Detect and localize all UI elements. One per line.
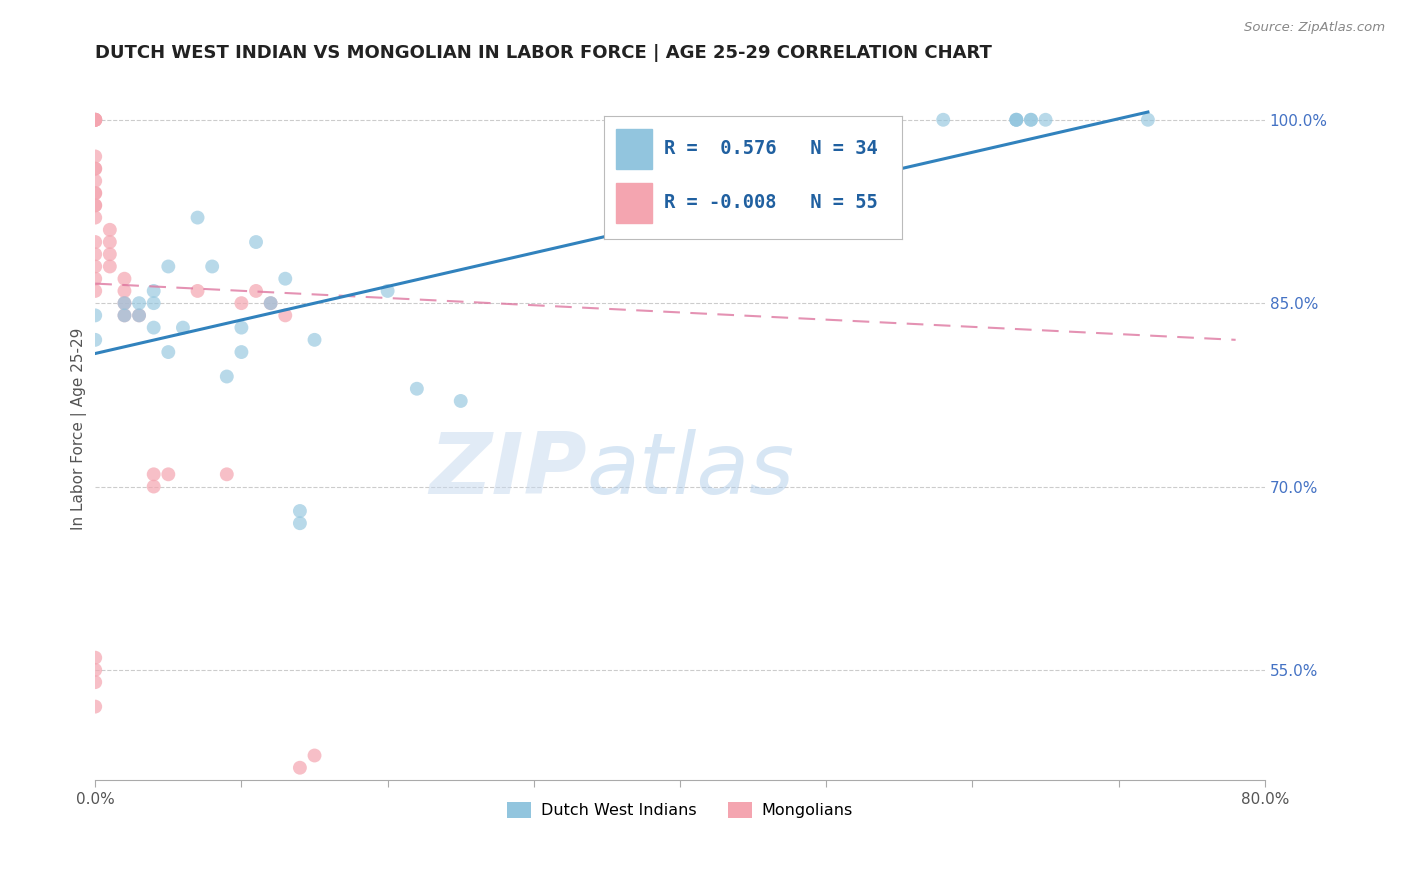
Point	[201, 260, 224, 274]
Point	[84, 284, 107, 298]
Point	[114, 296, 136, 310]
Point	[187, 211, 209, 225]
Point	[215, 369, 238, 384]
Point	[114, 309, 136, 323]
Text: Source: ZipAtlas.com: Source: ZipAtlas.com	[1244, 21, 1385, 34]
Point	[84, 149, 107, 163]
Point	[98, 260, 121, 274]
Point	[84, 186, 107, 201]
Point	[98, 223, 121, 237]
Point	[84, 271, 107, 285]
Point	[157, 467, 180, 482]
Point	[84, 174, 107, 188]
Point	[1136, 112, 1159, 127]
Point	[84, 309, 107, 323]
Point	[84, 211, 107, 225]
Text: atlas: atlas	[586, 429, 794, 512]
Point	[405, 382, 427, 396]
Point	[215, 467, 238, 482]
Point	[84, 650, 107, 665]
Point	[84, 161, 107, 176]
Point	[142, 320, 165, 334]
Point	[114, 296, 136, 310]
Point	[84, 112, 107, 127]
Point	[84, 235, 107, 249]
Point	[1019, 112, 1042, 127]
Point	[450, 394, 472, 409]
Point	[98, 235, 121, 249]
Point	[377, 284, 399, 298]
Point	[84, 112, 107, 127]
Point	[84, 186, 107, 201]
Point	[187, 284, 209, 298]
Point	[1019, 112, 1042, 127]
Point	[932, 112, 955, 127]
Point	[128, 296, 150, 310]
Point	[231, 296, 253, 310]
Point	[114, 309, 136, 323]
Point	[84, 198, 107, 212]
Point	[304, 333, 326, 347]
Point	[288, 516, 311, 531]
Point	[172, 320, 194, 334]
Point	[1005, 112, 1028, 127]
Point	[260, 296, 283, 310]
Point	[1005, 112, 1028, 127]
Point	[142, 467, 165, 482]
Point	[142, 284, 165, 298]
Point	[84, 260, 107, 274]
Point	[1005, 112, 1028, 127]
Point	[84, 112, 107, 127]
Point	[84, 112, 107, 127]
Text: DUTCH WEST INDIAN VS MONGOLIAN IN LABOR FORCE | AGE 25-29 CORRELATION CHART: DUTCH WEST INDIAN VS MONGOLIAN IN LABOR …	[96, 44, 993, 62]
Point	[274, 309, 297, 323]
Point	[84, 699, 107, 714]
Point	[84, 333, 107, 347]
Point	[84, 161, 107, 176]
Point	[157, 345, 180, 359]
Y-axis label: In Labor Force | Age 25-29: In Labor Force | Age 25-29	[72, 327, 87, 530]
Point	[84, 198, 107, 212]
Point	[260, 296, 283, 310]
Point	[288, 761, 311, 775]
Point	[84, 663, 107, 677]
Point	[304, 748, 326, 763]
Point	[84, 112, 107, 127]
Point	[142, 296, 165, 310]
Point	[128, 309, 150, 323]
Point	[84, 675, 107, 690]
Point	[231, 320, 253, 334]
Point	[114, 284, 136, 298]
Point	[1035, 112, 1057, 127]
Point	[114, 271, 136, 285]
Point	[231, 345, 253, 359]
Point	[98, 247, 121, 261]
Point	[128, 309, 150, 323]
Point	[274, 271, 297, 285]
Point	[84, 247, 107, 261]
Point	[245, 284, 267, 298]
Legend: Dutch West Indians, Mongolians: Dutch West Indians, Mongolians	[501, 796, 859, 825]
Point	[157, 260, 180, 274]
Text: ZIP: ZIP	[429, 429, 586, 512]
Point	[245, 235, 267, 249]
Point	[288, 504, 311, 518]
Point	[142, 479, 165, 493]
